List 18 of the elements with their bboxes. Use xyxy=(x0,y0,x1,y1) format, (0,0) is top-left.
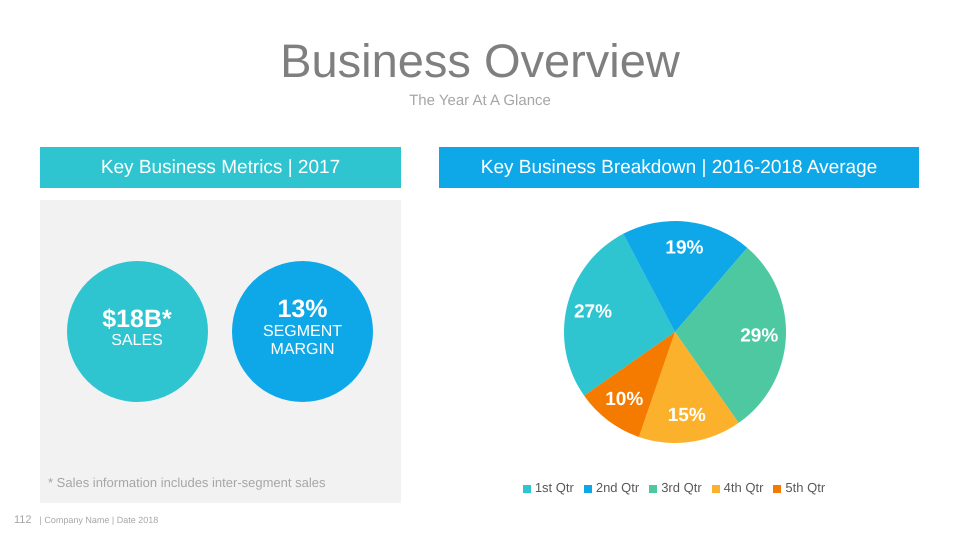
text: * Sales information includes inter-segment sales xyxy=(48,475,326,490)
header-bar: Key Business Metrics | 2017 xyxy=(40,147,401,188)
data-label: 29% xyxy=(740,326,778,347)
legend-label: 5th Qtr xyxy=(785,480,826,495)
legend-label: 4th Qtr xyxy=(724,480,764,495)
text: | Company Name | Date 2018 xyxy=(40,515,158,525)
text: Business Overview xyxy=(280,34,680,87)
data-label: 19% xyxy=(665,238,704,259)
data-label: 15% xyxy=(668,405,706,426)
legend-label: 1st Qtr xyxy=(534,480,574,495)
header-bar: Key Business Breakdown | 2016-2018 Average xyxy=(439,147,919,188)
data-label: 10% xyxy=(605,388,644,410)
data-label: 27% xyxy=(574,302,612,323)
legend-label: 3rd Qtr xyxy=(661,480,702,495)
text: 112 xyxy=(14,514,32,526)
text: The Year At A Glance xyxy=(409,92,551,109)
chart-title: Key Business Breakdown | 2016-2018 Average xyxy=(480,157,878,178)
legend-label: 2nd Qtr xyxy=(596,480,640,495)
